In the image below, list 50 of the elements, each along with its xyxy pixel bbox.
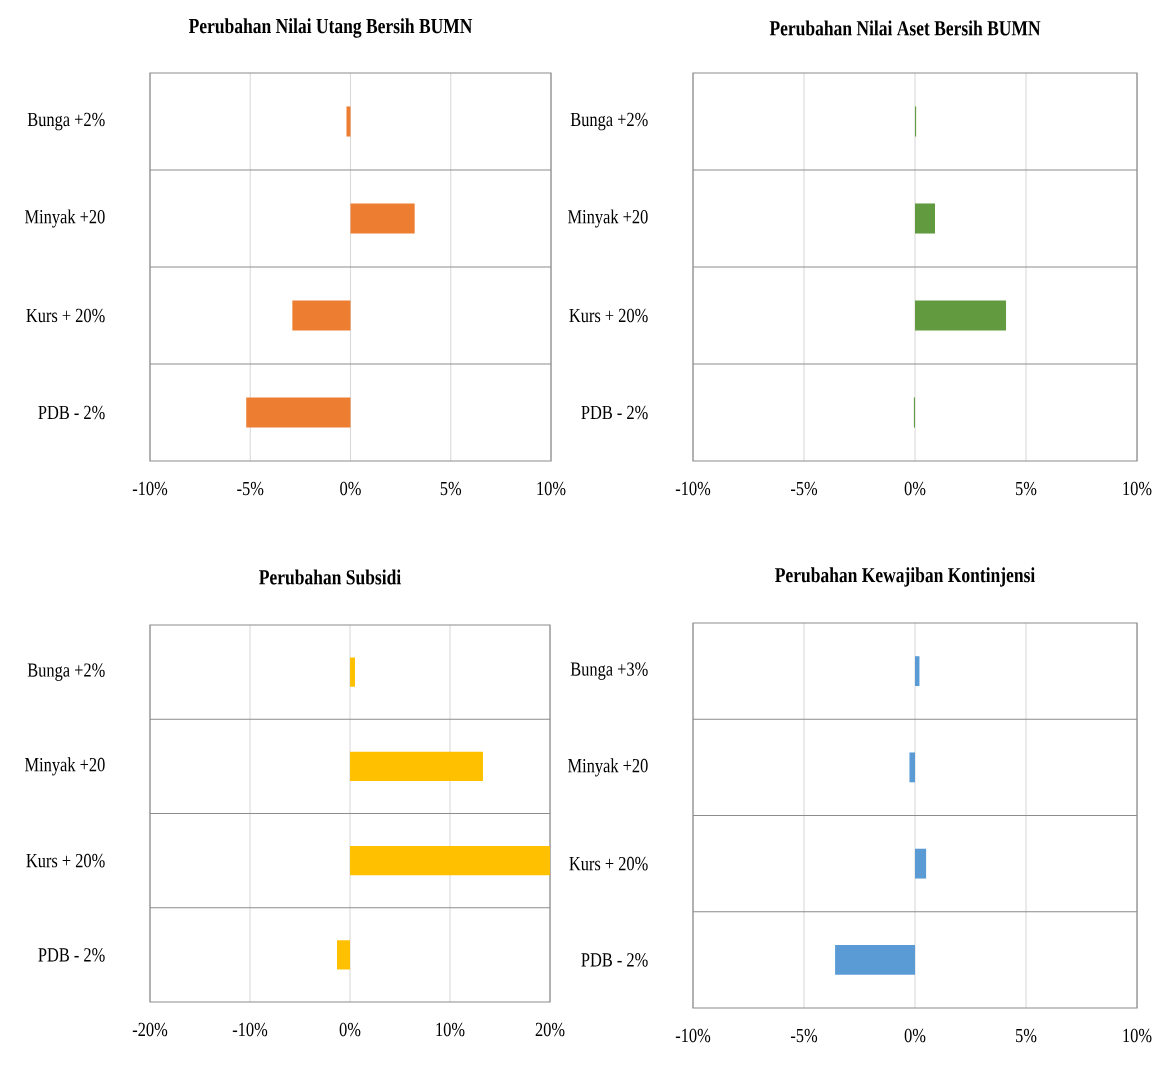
y-tick-label: Kurs + 20% <box>26 308 105 323</box>
chart-title: Perubahan Kewajiban Kontinjensi <box>775 567 1035 587</box>
bar <box>350 846 551 876</box>
bar <box>915 203 935 234</box>
y-tick-label: PDB - 2% <box>581 953 648 967</box>
y-tick-label: PDB - 2% <box>38 948 105 962</box>
x-tick-label: -10% <box>132 481 168 496</box>
y-tick-label: Kurs + 20% <box>569 308 648 323</box>
chart-title: Perubahan Nilai Utang Bersih BUMN <box>188 18 473 38</box>
x-tick-label: -5% <box>790 1028 818 1043</box>
bar <box>909 752 916 783</box>
x-tick-label: -5% <box>237 481 264 496</box>
y-tick-label: Kurs + 20% <box>26 853 105 868</box>
y-tick-label: Bunga +2% <box>27 663 105 681</box>
y-tick-label: PDB - 2% <box>581 405 648 420</box>
x-tick-label: 0% <box>904 481 926 496</box>
bar <box>337 940 351 970</box>
y-tick-label: Minyak +20 <box>25 209 105 228</box>
x-tick-label: 5% <box>440 481 462 496</box>
bar <box>350 751 483 781</box>
y-tick-label: Bunga +2% <box>27 112 105 131</box>
chart-title: Perubahan Subsidi <box>259 569 401 585</box>
chart-title: Perubahan Nilai Aset Bersih BUMN <box>769 20 1041 36</box>
x-tick-label: 0% <box>340 481 361 496</box>
x-tick-label: 0% <box>904 1028 926 1043</box>
bar <box>915 656 920 687</box>
y-tick-label: Bunga +3% <box>570 662 648 680</box>
x-tick-label: -10% <box>675 1028 711 1043</box>
x-tick-label: 10% <box>1123 481 1152 496</box>
x-tick-label: 5% <box>1016 1028 1037 1043</box>
y-tick-label: Minyak +20 <box>568 758 648 777</box>
x-tick-label: 10% <box>537 481 566 496</box>
x-tick-label: 0% <box>339 1022 361 1037</box>
y-tick-label: Kurs + 20% <box>569 856 648 871</box>
x-tick-label: 10% <box>436 1022 465 1037</box>
bar <box>915 300 1007 331</box>
bar <box>915 848 927 879</box>
bar <box>835 944 916 975</box>
y-tick-label: PDB - 2% <box>38 405 105 420</box>
x-tick-label: -20% <box>132 1022 168 1037</box>
x-tick-label: -10% <box>675 481 711 496</box>
x-tick-label: -10% <box>232 1022 268 1037</box>
x-tick-label: 5% <box>1016 481 1037 496</box>
y-tick-label: Bunga +2% <box>570 112 648 131</box>
x-tick-label: -5% <box>790 481 818 496</box>
x-tick-label: 20% <box>535 1022 565 1037</box>
y-tick-label: Minyak +20 <box>568 209 648 228</box>
bar <box>350 657 355 687</box>
x-tick-label: 10% <box>1123 1028 1152 1043</box>
y-tick-label: Minyak +20 <box>25 757 105 776</box>
